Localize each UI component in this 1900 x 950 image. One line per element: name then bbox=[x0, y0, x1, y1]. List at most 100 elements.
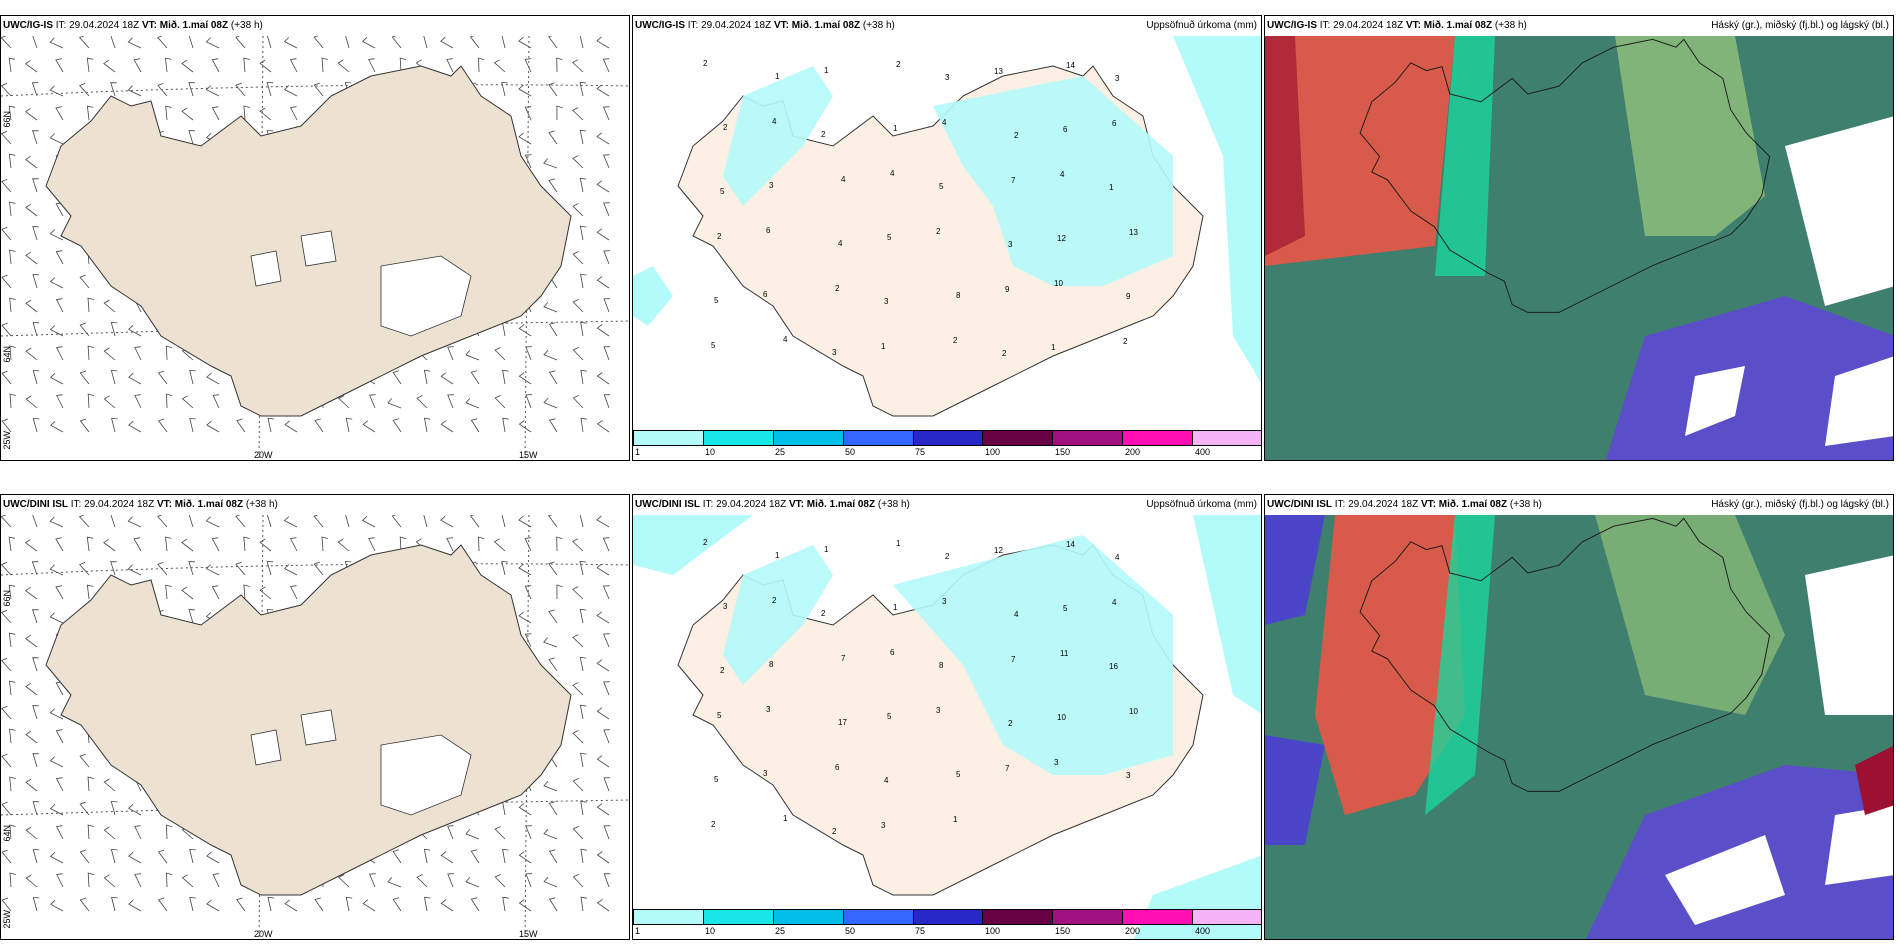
precip-value-label: 3 bbox=[1008, 240, 1013, 249]
wind-barb bbox=[25, 826, 38, 840]
wind-barb bbox=[602, 537, 610, 552]
wind-barb bbox=[165, 584, 172, 600]
wind-barb bbox=[128, 372, 142, 385]
wind-barb bbox=[603, 681, 610, 696]
wind-barb bbox=[518, 420, 532, 433]
colorbar-swatch bbox=[773, 431, 844, 445]
wind-barb bbox=[157, 561, 168, 576]
wind-barb bbox=[548, 322, 558, 337]
wind-barb bbox=[189, 417, 196, 433]
precip-map: 2 1 1 1 2 12 14 4 3 2 2 1 3 4 5 4 2 8 7 6 8 7 11 16 5 3 17 5 3 2 10 10 5… bbox=[633, 515, 1261, 939]
wind-barb bbox=[78, 36, 90, 49]
precip-value-label: 2 bbox=[1002, 349, 1007, 358]
wind-barb bbox=[128, 899, 142, 912]
wind-barb bbox=[49, 277, 64, 289]
colorbar-swatch bbox=[983, 910, 1054, 924]
wind-barb bbox=[548, 36, 558, 49]
wind-barb bbox=[49, 708, 64, 720]
wind-barb bbox=[79, 418, 90, 433]
wind-barb bbox=[25, 682, 38, 696]
wind-barb bbox=[603, 202, 610, 217]
wind-barb bbox=[134, 346, 142, 361]
precip-value-label: 3 bbox=[1115, 74, 1120, 83]
wind-barb bbox=[165, 824, 173, 840]
wind-barb bbox=[543, 302, 558, 313]
precip-value-label: 2 bbox=[821, 609, 826, 618]
wind-barb bbox=[49, 37, 64, 49]
wind-barb bbox=[110, 515, 116, 528]
wind-barb bbox=[128, 325, 142, 337]
wind-barb bbox=[362, 899, 376, 912]
wind-barb bbox=[103, 538, 116, 552]
wind-barb bbox=[189, 848, 196, 864]
wind-barb bbox=[1, 753, 12, 768]
wind-barb bbox=[9, 393, 16, 409]
wind-barb bbox=[181, 59, 194, 73]
precip-value-label: 10 bbox=[1129, 707, 1138, 716]
wind-barb bbox=[110, 82, 117, 97]
wind-barb bbox=[103, 826, 116, 840]
colorbar-tick: 1 bbox=[635, 926, 641, 936]
wind-barb bbox=[470, 897, 480, 912]
wind-barb bbox=[205, 516, 220, 528]
precip-panel-top: UWC/IG-IS IT: 29.04.2024 18Z VT: Mið. 1.… bbox=[632, 15, 1262, 461]
wind-barb bbox=[243, 584, 250, 600]
colorbar-swatch bbox=[634, 910, 704, 924]
wind-barb bbox=[579, 704, 587, 720]
wind-barb bbox=[55, 537, 64, 552]
wind-barb bbox=[267, 896, 275, 912]
wind-barb bbox=[580, 896, 587, 912]
wind-barb bbox=[8, 536, 15, 552]
wind-barb bbox=[596, 851, 610, 864]
colorbar-swatch bbox=[703, 910, 774, 924]
wind-barb bbox=[548, 82, 558, 97]
wind-barb bbox=[128, 804, 142, 816]
wind-barb bbox=[1, 849, 12, 864]
wind-barb bbox=[572, 873, 584, 888]
colorbar-tick: 150 bbox=[1055, 447, 1071, 457]
wind-barb bbox=[548, 561, 558, 576]
wind-barb bbox=[579, 608, 587, 624]
wind-barb bbox=[188, 130, 196, 145]
wind-barb bbox=[79, 370, 90, 385]
wind-barb bbox=[55, 58, 64, 73]
precip-value-label: 2 bbox=[711, 820, 716, 829]
wind-barb bbox=[603, 873, 611, 888]
wind-barb bbox=[548, 801, 558, 816]
wind-barb bbox=[134, 825, 142, 840]
wind-barb bbox=[50, 421, 64, 433]
colorbar-swatch bbox=[1193, 431, 1261, 445]
wind-barb bbox=[502, 848, 509, 864]
precip-value-label: 3 bbox=[766, 705, 771, 714]
lon-label-25: 25W bbox=[2, 431, 12, 450]
wind-barb bbox=[9, 201, 16, 217]
wind-barb bbox=[440, 515, 454, 528]
lat-label-66: 66N bbox=[2, 111, 12, 128]
lat-label-64: 64N bbox=[2, 825, 12, 842]
cloud-title: Háský (gr.), miðský (fj.bl.) og lágský (… bbox=[1711, 20, 1889, 31]
wind-barb bbox=[572, 730, 584, 744]
wind-barb bbox=[465, 397, 480, 409]
wind-barb bbox=[440, 372, 454, 385]
lon-label-15: 15W bbox=[519, 929, 538, 939]
wind-barb bbox=[361, 516, 376, 528]
wind-barb bbox=[165, 105, 172, 121]
wind-barb bbox=[447, 346, 454, 361]
wind-barb bbox=[391, 515, 402, 528]
colorbar-tick: 10 bbox=[705, 926, 716, 936]
iceland-wind-map bbox=[1, 36, 629, 460]
wind-barb bbox=[494, 874, 506, 888]
precip-value-label: 4 bbox=[890, 169, 895, 178]
wind-barb bbox=[25, 347, 38, 361]
colorbar-tick: 25 bbox=[775, 447, 786, 457]
wind-barb bbox=[188, 561, 195, 576]
wind-barb bbox=[127, 37, 142, 49]
precip-value-label: 3 bbox=[832, 348, 837, 357]
colorbar-cells bbox=[633, 909, 1261, 925]
wind-barb bbox=[1, 897, 12, 912]
wind-barb bbox=[440, 36, 454, 49]
colorbar-swatch bbox=[1123, 431, 1194, 445]
wind-barb bbox=[368, 58, 376, 73]
wind-barb bbox=[440, 899, 454, 912]
colorbar-tick: 1 bbox=[635, 447, 641, 457]
